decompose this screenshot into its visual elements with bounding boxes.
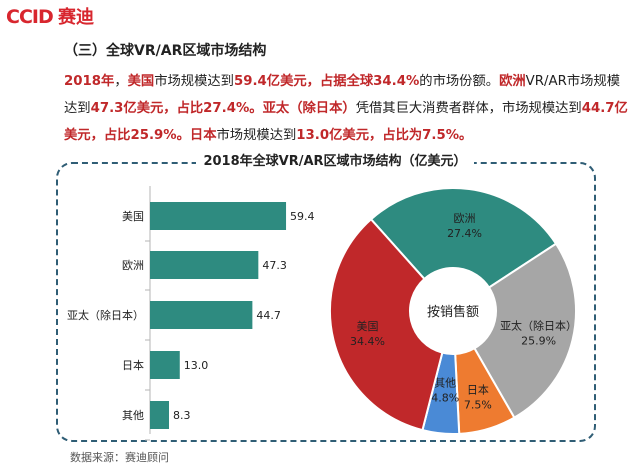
pie-slice-name: 亚太（除日本） xyxy=(500,319,577,333)
chart-title: 2018年全球VR/AR区域市场结构（亿美元） xyxy=(203,154,467,169)
bar xyxy=(150,202,287,230)
pie-slice-name: 日本 xyxy=(467,382,489,396)
body-text: 的市场份额。 xyxy=(419,74,500,89)
pie-slice-percent: 34.4% xyxy=(350,335,385,348)
bar-category-label: 其他 xyxy=(122,409,144,422)
pie-slice-percent: 25.9% xyxy=(521,335,556,348)
pie-slice xyxy=(369,187,558,289)
bar-value-label: 44.7 xyxy=(256,309,281,322)
bar-value-label: 47.3 xyxy=(262,259,287,272)
body-text: VR/AR市场规模达到 xyxy=(64,74,621,116)
bar xyxy=(150,301,253,329)
bar xyxy=(150,351,180,379)
bar-value-label: 59.4 xyxy=(290,210,315,223)
ccid-logo: CCID 赛迪 xyxy=(6,6,94,28)
pie-center-label: 按销售额 xyxy=(427,304,479,320)
body-text: 市场规模达到 xyxy=(216,128,297,143)
data-source: 数据来源：赛迪顾问 xyxy=(70,451,169,464)
svg-text:赛迪: 赛迪 xyxy=(57,6,94,28)
bar xyxy=(150,401,170,429)
pie-slice-percent: 27.4% xyxy=(447,227,482,240)
highlighted-text: 日本 xyxy=(189,128,217,143)
body-text: 市场规模达到 xyxy=(154,74,234,89)
bar-category-label: 日本 xyxy=(122,358,144,372)
bar-category-label: 亚太（除日本） xyxy=(67,308,144,322)
highlighted-text: 欧洲 xyxy=(499,74,526,89)
highlighted-text: 美国 xyxy=(127,74,155,89)
summary-paragraph: 2018年，美国市场规模达到59.4亿美元，占据全球34.4%的市场份额。欧洲V… xyxy=(64,68,629,149)
pie-slice xyxy=(329,217,444,432)
highlighted-text: 59.4亿美元，占据全球34.4% xyxy=(233,74,420,89)
bar-category-label: 美国 xyxy=(122,210,144,223)
bar xyxy=(150,251,259,279)
pie-slice-name: 其他 xyxy=(434,377,456,390)
highlighted-text: 2018年 xyxy=(64,74,115,89)
bar-value-label: 8.3 xyxy=(173,409,191,422)
body-text: 凭借其巨大消费者群体，市场规模达到 xyxy=(355,101,582,116)
pie-slice xyxy=(473,242,577,419)
body-text: ， xyxy=(114,74,128,89)
bar-value-label: 13.0 xyxy=(184,359,209,372)
pie-slice-percent: 7.5% xyxy=(464,398,492,411)
highlighted-text: 亚太（除日本） xyxy=(262,101,356,116)
section-title: （三）全球VR/AR区域市场结构 xyxy=(64,43,267,59)
bar-category-label: 欧洲 xyxy=(122,259,144,272)
highlighted-text: 13.0亿美元，占比为7.5%。 xyxy=(296,128,473,143)
svg-text:CCID: CCID xyxy=(6,6,53,28)
pie-slice-name: 美国 xyxy=(357,320,379,333)
highlighted-text: 44.7亿美元，占比25.9%。 xyxy=(64,101,628,143)
chart-title-background xyxy=(196,150,474,174)
pie-slice-percent: 4.8% xyxy=(431,392,459,405)
pie-slice-name: 欧洲 xyxy=(454,212,476,225)
highlighted-text: 47.3亿美元，占比27.4%。 xyxy=(90,101,263,116)
